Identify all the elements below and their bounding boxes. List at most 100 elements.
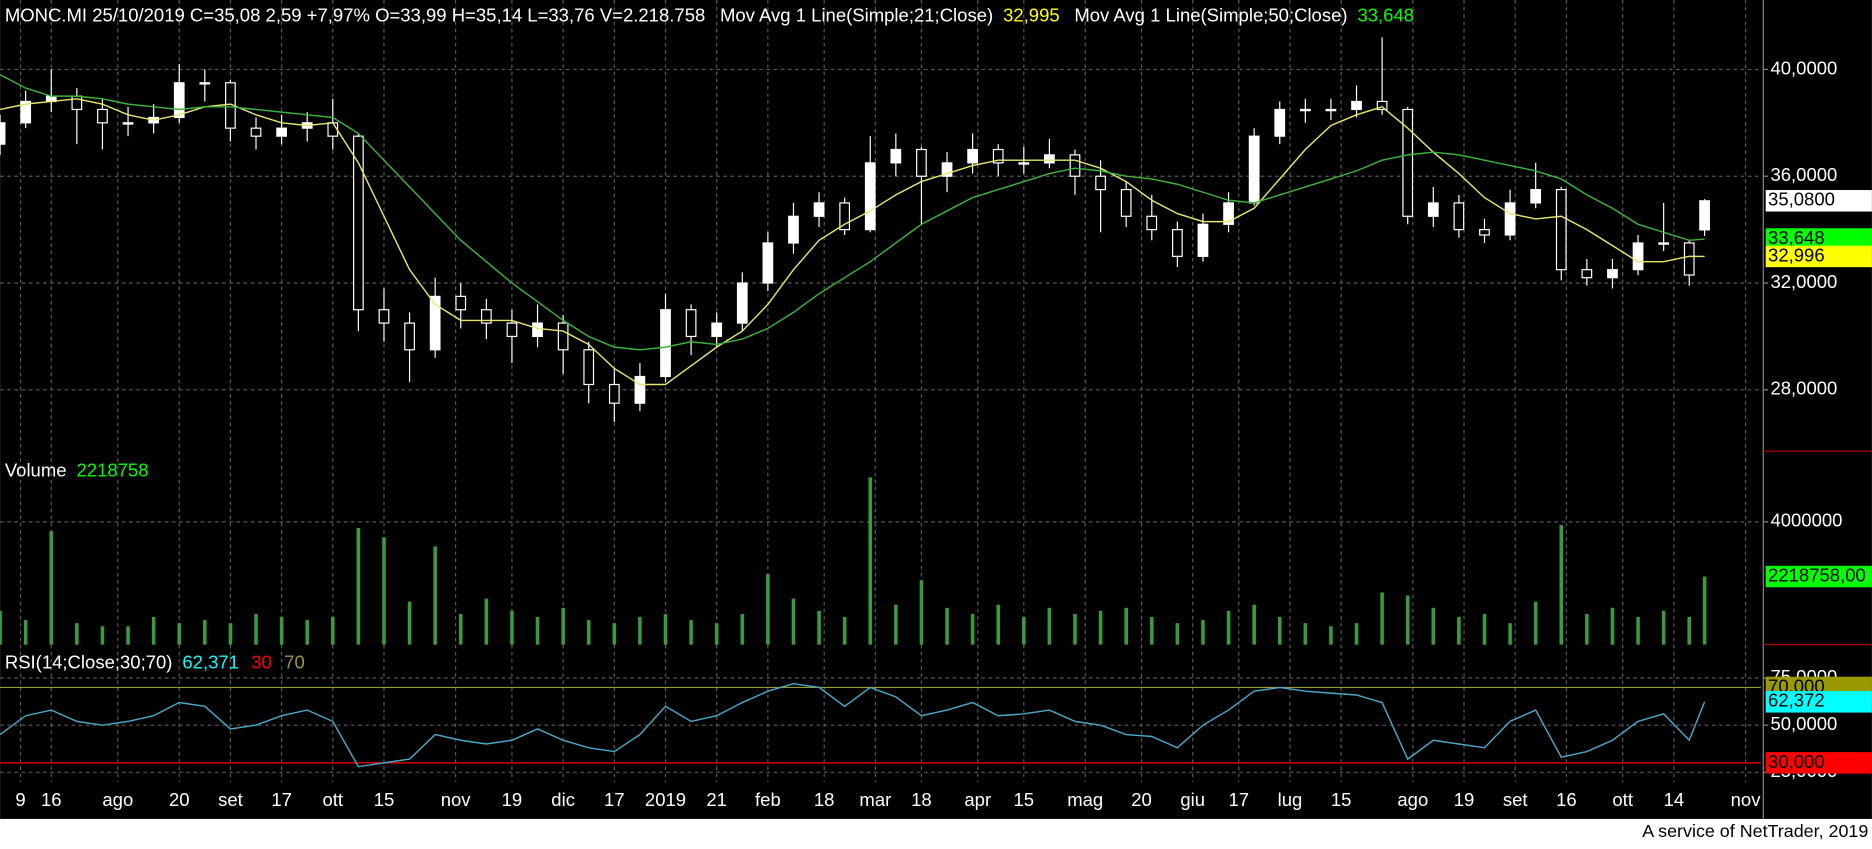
candle-body	[1274, 108, 1286, 137]
x-tick-label: 16	[41, 789, 62, 810]
rsi-level-low: 30	[251, 652, 272, 673]
candle-body	[404, 322, 415, 351]
x-tick-label: 14	[1664, 789, 1685, 810]
volume-bar	[714, 623, 719, 645]
volume-bar	[945, 607, 949, 645]
volume-bar	[1354, 623, 1359, 645]
background	[0, 0, 1872, 819]
candle-body	[1069, 154, 1081, 177]
volume-bar	[1457, 617, 1461, 645]
volume-bar	[1226, 610, 1231, 645]
candle-body	[1018, 162, 1030, 165]
volume-bar	[458, 613, 463, 645]
candle-body	[1171, 229, 1183, 257]
volume-bar	[586, 620, 591, 645]
footer: A service of NetTrader, 2019	[1642, 821, 1868, 841]
value-marker-label: 70,000	[1768, 675, 1825, 696]
volume-bar	[75, 623, 79, 645]
volume-bar	[996, 604, 1001, 645]
volume-bar	[1098, 610, 1103, 645]
candle-body	[1658, 242, 1670, 245]
x-tick-label: 19	[1454, 789, 1475, 810]
candle-body	[941, 162, 953, 177]
x-tick-label: 2019	[645, 789, 686, 810]
x-tick-label: 17	[1229, 789, 1250, 810]
volume-bar	[254, 613, 258, 645]
candle-body	[1325, 108, 1337, 112]
x-tick-label: feb	[755, 789, 781, 810]
x-tick-label: ott	[1612, 789, 1633, 810]
volume-bar	[817, 610, 821, 645]
candle-body	[1504, 202, 1516, 236]
volume-bar	[407, 601, 412, 645]
candle-body	[839, 202, 851, 231]
y-tick-label: 32,0000	[1770, 271, 1837, 292]
candle-body	[660, 309, 671, 378]
candle-body	[864, 162, 876, 231]
candle-body	[711, 322, 723, 338]
x-tick-label: mag	[1067, 789, 1103, 810]
candle-body	[967, 148, 978, 164]
candle-body	[532, 322, 543, 338]
volume-bar	[331, 617, 335, 645]
volume-bar	[791, 598, 796, 645]
volume-bar	[1687, 617, 1692, 645]
value-marker	[1765, 691, 1872, 713]
x-tick-label: ago	[102, 789, 133, 810]
volume-bar	[1149, 617, 1154, 645]
candle-body	[583, 349, 595, 386]
candle-body	[762, 242, 774, 284]
legend-ma50-value: 33,648	[1357, 5, 1414, 26]
candle-body	[685, 309, 697, 338]
volume-bar	[0, 610, 2, 645]
x-tick-label: 18	[911, 789, 932, 810]
candle-body	[916, 148, 927, 177]
x-tick-label: 20	[169, 789, 190, 810]
y-tick-label: 40,0000	[1770, 57, 1837, 78]
volume-bar	[561, 607, 565, 645]
x-tick-label: set	[1503, 789, 1528, 810]
rsi-title: RSI(14;Close;30;70)	[5, 652, 173, 673]
value-marker-label: 62,372	[1768, 690, 1825, 711]
x-tick-label: apr	[964, 789, 991, 810]
volume-bar	[1585, 613, 1589, 645]
value-marker-label: 35,0800	[1768, 189, 1835, 210]
price-header: MONC.MI 25/10/2019 C=35,08 2,59 +7,97% O…	[5, 5, 1414, 26]
candle-body	[1248, 135, 1260, 204]
candle-body	[992, 148, 1004, 164]
volume-bar	[1533, 601, 1538, 645]
candle-body	[736, 282, 748, 324]
volume-bar	[279, 617, 284, 645]
candle-body	[122, 122, 134, 125]
x-tick-label: giu	[1180, 789, 1205, 810]
volume-bar	[919, 580, 924, 645]
candle-body	[97, 108, 108, 124]
volume-bar	[1124, 607, 1128, 645]
volume-bar	[203, 620, 207, 645]
candle-body	[1351, 100, 1362, 111]
rsi-header: RSI(14;Close;30;70) 62,371 30 70	[5, 652, 305, 673]
volume-bar	[305, 620, 309, 645]
legend-ma21-value: 32,995	[1003, 5, 1060, 26]
candle-body	[327, 122, 339, 137]
candle-body	[378, 309, 390, 324]
x-tick-label: ott	[323, 789, 344, 810]
candle-body	[1146, 215, 1158, 231]
volume-bar	[740, 613, 745, 645]
value-marker-label: 32,996	[1768, 244, 1825, 265]
candle-body	[199, 82, 211, 85]
volume-bar	[484, 598, 489, 645]
candle-body	[1299, 108, 1311, 112]
volume-bar	[510, 610, 514, 645]
value-marker-label: 33,648	[1768, 227, 1825, 248]
candle-body	[1044, 154, 1055, 164]
volume-bar	[894, 604, 898, 645]
volume-bar	[1277, 617, 1282, 645]
rsi-level-high: 70	[284, 652, 305, 673]
x-tick-label: 9	[15, 789, 25, 810]
x-tick-label: set	[218, 789, 243, 810]
volume-bar	[1610, 607, 1615, 645]
volume-bar	[49, 531, 54, 645]
legend-ma21: Mov Avg 1 Line(Simple;21;Close)	[720, 5, 993, 26]
